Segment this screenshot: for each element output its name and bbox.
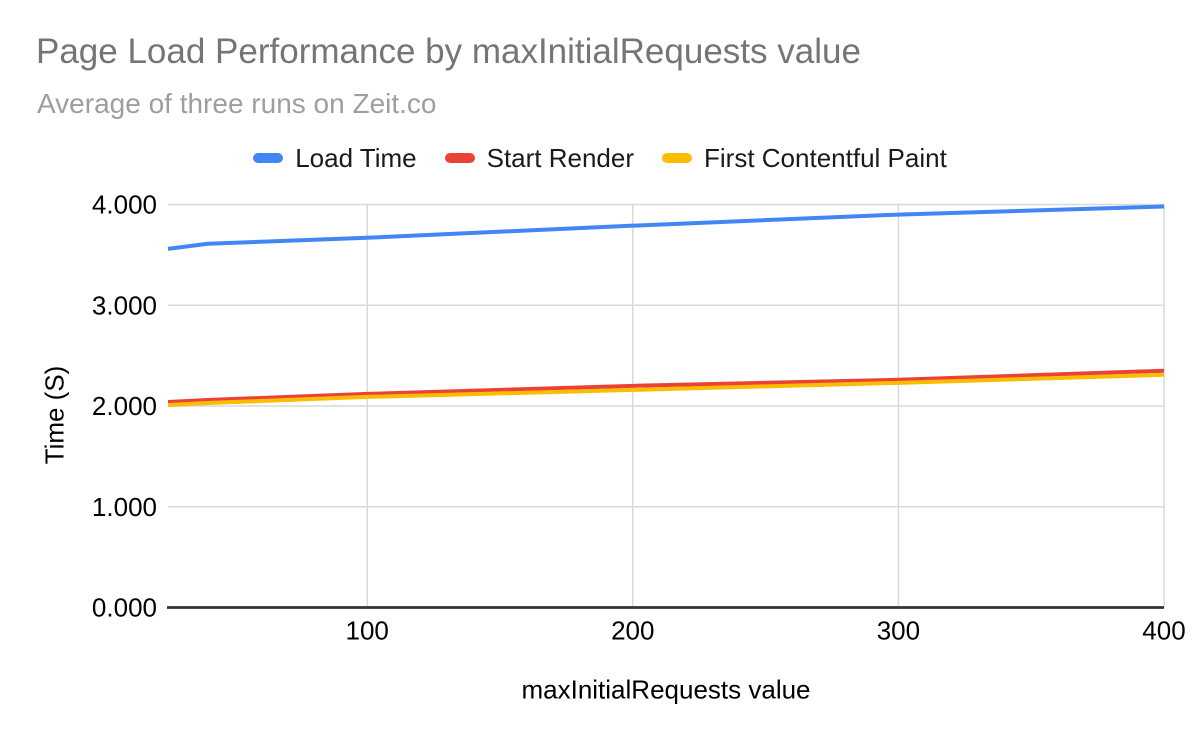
series-line-start-render (167, 368, 1165, 404)
x-tick-label: 400 (1142, 616, 1185, 646)
legend-item-label: Start Render (486, 142, 635, 173)
y-tick-label: 1.000 (92, 492, 157, 522)
legend-item: Start Render (444, 142, 635, 174)
y-tick-label: 3.000 (92, 290, 157, 320)
legend-swatch-icon (253, 153, 284, 163)
y-tick-label: 2.000 (92, 391, 157, 421)
x-tick-label: 300 (877, 616, 920, 646)
legend-swatch-icon (444, 153, 475, 163)
chart-subtitle: Average of three runs on Zeit.co (37, 88, 437, 119)
x-axis-title: maxInitialRequests value (521, 674, 811, 705)
chart-legend: Load Time Start Render First Contentful Pa… (0, 142, 1200, 174)
legend-swatch-icon (662, 153, 693, 163)
legend-item: Load Time (253, 142, 417, 174)
legend-item-label: First Contentful Paint (704, 142, 947, 173)
chart-title: Page Load Performance by maxInitialReque… (36, 32, 861, 71)
x-tick-label: 100 (346, 616, 389, 646)
legend-item-label: Load Time (295, 142, 417, 173)
y-tick-label: 4.000 (92, 190, 157, 220)
legend-item: First Contentful Paint (662, 143, 947, 174)
series-line-first-contentful-paint (167, 372, 1165, 407)
y-tick-label: 0.000 (92, 593, 157, 623)
y-axis-title: Time (S) (39, 365, 70, 465)
x-tick-label: 200 (611, 616, 654, 646)
series-line-load-time (167, 204, 1165, 251)
